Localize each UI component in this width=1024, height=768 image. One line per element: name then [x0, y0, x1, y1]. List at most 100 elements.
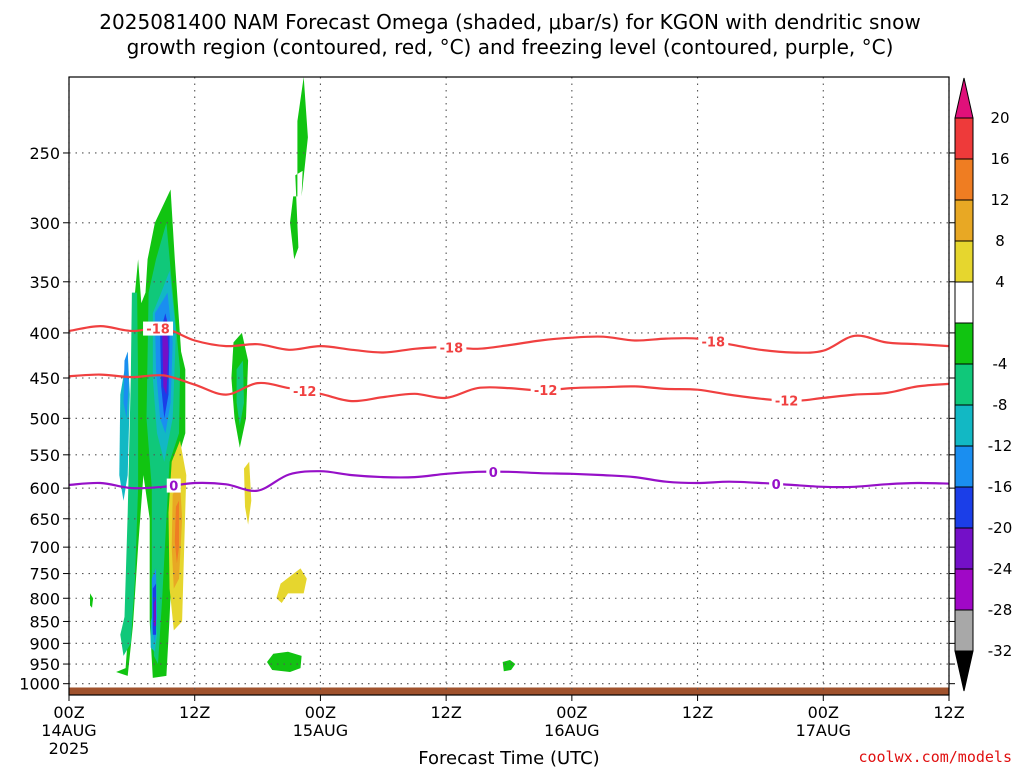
- contour-label-bg: [530, 383, 561, 398]
- y-tick-label: 250: [29, 144, 60, 163]
- colorbar-over-arrow: [954, 77, 974, 119]
- contour-line-1: [68, 373, 950, 403]
- colorbar-tick-label: -32: [988, 642, 1013, 660]
- colorbar-bin: [954, 404, 974, 447]
- omega-region-14: [236, 360, 244, 426]
- contour-label-bg: [436, 340, 467, 355]
- colorbar-bin: [954, 117, 974, 160]
- colorbar-tick-label: -4: [993, 355, 1008, 373]
- colorbar-tick-label: 20: [990, 109, 1009, 127]
- omega-region-15: [290, 77, 308, 260]
- y-tick-label: 400: [29, 324, 60, 343]
- y-tick-label: 600: [29, 479, 60, 498]
- colorbar-bin: [954, 568, 974, 611]
- colorbar-tick-label: 16: [990, 150, 1009, 168]
- terrain-fill: [69, 687, 949, 695]
- omega-region-1: [120, 292, 139, 656]
- x-tick-label: 00Z: [556, 703, 587, 722]
- x-tick-label: 00Z: [808, 703, 839, 722]
- contour-label: -18: [702, 335, 726, 350]
- x-tick-label: 12Z: [430, 703, 461, 722]
- colorbar-tick-label: 4: [995, 273, 1005, 291]
- chart-title-line-2: growth region (contoured, red, °C) and f…: [127, 35, 894, 59]
- y-tick-label: 800: [29, 589, 60, 608]
- omega-region-18: [90, 593, 94, 608]
- colorbar-under-arrow: [954, 650, 974, 692]
- x-tick-label: 12Z: [179, 703, 210, 722]
- omega-region-22: [244, 461, 252, 525]
- colorbar-bin: [954, 363, 974, 406]
- omega-region-21: [174, 500, 179, 564]
- y-tick-label: 950: [29, 655, 60, 674]
- omega-region-17: [502, 660, 516, 672]
- colorbar-bin: [954, 199, 974, 242]
- y-tick-label: 900: [29, 634, 60, 653]
- contour-label-bg: [698, 334, 729, 349]
- colorbar-tick-label: -20: [988, 519, 1013, 537]
- colorbar-bin: [954, 486, 974, 529]
- contour-label-bg: [143, 321, 174, 336]
- terrain-band: [69, 687, 949, 695]
- chart-title-line-1: 2025081400 NAM Forecast Omega (shaded, μ…: [99, 10, 920, 34]
- colorbar-tick-label: -28: [988, 601, 1013, 619]
- omega-region-16: [267, 651, 302, 672]
- omega-region-7: [123, 351, 129, 419]
- colorbar-bin: [954, 527, 974, 570]
- y-tick-label: 450: [29, 369, 60, 388]
- pressure-axis: 250 300 350 400 450 500 550 600 650 700 750 800 850 9…: [19, 144, 955, 694]
- colorbar-bin: [954, 445, 974, 488]
- contour-label-bg: [166, 478, 181, 493]
- colorbar-tick-label: -36: [988, 0, 1013, 4]
- colorbar-tick-label: -12: [988, 437, 1013, 455]
- y-tick-label: 1000: [19, 675, 60, 694]
- x-tick-label: 12Z: [933, 703, 964, 722]
- omega-region-23: [276, 568, 307, 603]
- colorbar-bin: [954, 281, 974, 324]
- omega-region-12: [153, 598, 156, 626]
- x-tick-year: 2025: [49, 739, 90, 758]
- contour-label: -18: [440, 341, 464, 356]
- y-tick-label: 700: [29, 538, 60, 557]
- y-tick-label: 650: [29, 510, 60, 529]
- y-tick-label: 350: [29, 273, 60, 292]
- colorbar-tick-label: -8: [993, 396, 1008, 414]
- y-tick-label: 550: [29, 446, 60, 465]
- x-tick-date: 15AUG: [293, 721, 348, 740]
- contour-line-2: [68, 470, 950, 493]
- contour-label-bg: [771, 393, 802, 408]
- x-tick-date: 16AUG: [544, 721, 599, 740]
- colorbar-bin: [954, 158, 974, 201]
- omega-shaded-regions: [90, 77, 516, 678]
- colorbar-tick-label: -16: [988, 478, 1013, 496]
- contour-label-bg: [289, 383, 320, 398]
- x-axis-label: Forecast Time (UTC): [418, 748, 599, 768]
- contour-label: 0: [169, 480, 178, 495]
- contour-label: -12: [775, 395, 799, 410]
- contour-label-bg: [769, 476, 784, 491]
- x-tick-label: 00Z: [53, 703, 84, 722]
- x-tick-label: 00Z: [305, 703, 336, 722]
- y-tick-label: 300: [29, 214, 60, 233]
- x-tick-label: 12Z: [682, 703, 713, 722]
- colorbar-legend: 20 16 12 8 4 -4 -8 -12 -16 -20 -24 -28 -32 -36: [954, 0, 1013, 692]
- contour-label: 0: [772, 478, 781, 493]
- credit-text: coolwx.com/models: [858, 748, 1012, 766]
- y-tick-label: 850: [29, 612, 60, 631]
- y-tick-label: 500: [29, 409, 60, 428]
- contour-label-bg: [486, 464, 501, 479]
- colorbar-bin: [954, 322, 974, 365]
- contour-label: -18: [146, 323, 170, 338]
- x-tick-date: 17AUG: [796, 721, 851, 740]
- colorbar-bin: [954, 609, 974, 652]
- contour-label: 0: [489, 466, 498, 481]
- contour-label: -12: [534, 384, 558, 399]
- x-tick-date: 14AUG: [41, 721, 96, 740]
- colorbar-tick-label: 8: [995, 232, 1005, 250]
- y-tick-label: 750: [29, 565, 60, 584]
- colorbar-bin: [954, 240, 974, 283]
- contour-label: -12: [293, 385, 317, 400]
- temperature-contours: -18 -18 -18 -12 -12 -12 0 0 0: [68, 321, 950, 495]
- plot-frame: [68, 76, 950, 696]
